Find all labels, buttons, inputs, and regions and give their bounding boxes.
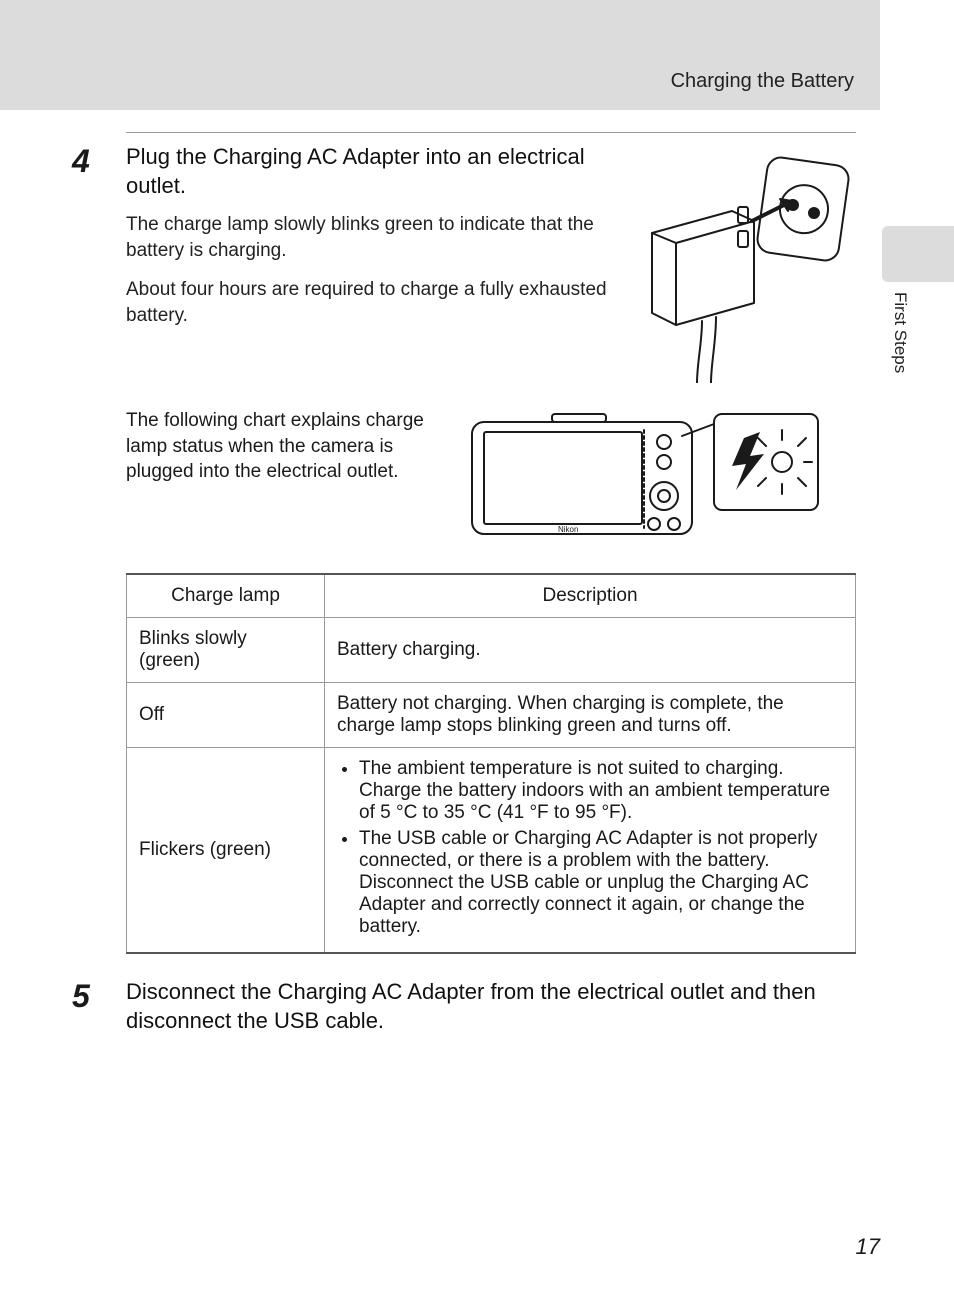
- table-row: Blinks slowly (green) Battery charging.: [127, 618, 856, 683]
- step-number: 5: [72, 978, 126, 1047]
- step-title: Plug the Charging AC Adapter into an ele…: [126, 143, 622, 200]
- table-row: Flickers (green) The ambient temperature…: [127, 748, 856, 954]
- list-item: The USB cable or Charging AC Adapter is …: [359, 828, 843, 938]
- table-header-row: Charge lamp Description: [127, 574, 856, 618]
- section-title: Charging the Battery: [671, 70, 854, 93]
- divider: [126, 132, 856, 133]
- step-para: The charge lamp slowly blinks green to i…: [126, 212, 622, 263]
- step-para: About four hours are required to charge …: [126, 277, 622, 328]
- table-cell: The ambient temperature is not suited to…: [325, 748, 856, 954]
- svg-text:Nikon: Nikon: [558, 525, 578, 534]
- page-number: 17: [856, 1234, 880, 1260]
- step4-top-row: Plug the Charging AC Adapter into an ele…: [126, 143, 862, 388]
- camera-lamp-illustration: Nikon: [466, 408, 862, 553]
- page-content: 4 Plug the Charging AC Adapter into an e…: [72, 132, 862, 1047]
- step4-mid-row: The following chart explains charge lamp…: [126, 408, 862, 553]
- table-cell: Off: [127, 683, 325, 748]
- table-cell: Battery not charging. When charging is c…: [325, 683, 856, 748]
- step-5: 5 Disconnect the Charging AC Adapter fro…: [72, 978, 862, 1047]
- step-title: Disconnect the Charging AC Adapter from …: [126, 978, 862, 1035]
- side-tab-label: First Steps: [890, 292, 910, 373]
- step-para: The following chart explains charge lamp…: [126, 408, 446, 485]
- charge-lamp-table: Charge lamp Description Blinks slowly (g…: [126, 573, 856, 954]
- side-tab: [882, 226, 954, 282]
- step-4: 4 Plug the Charging AC Adapter into an e…: [72, 143, 862, 553]
- list-item: The ambient temperature is not suited to…: [359, 758, 843, 824]
- table-row: Off Battery not charging. When charging …: [127, 683, 856, 748]
- table-cell: Flickers (green): [127, 748, 325, 954]
- table-cell: Blinks slowly (green): [127, 618, 325, 683]
- adapter-outlet-illustration: [642, 143, 862, 388]
- table-header-cell: Description: [325, 574, 856, 618]
- table-header-cell: Charge lamp: [127, 574, 325, 618]
- step-number: 4: [72, 143, 126, 553]
- header-band: [0, 0, 880, 110]
- step-body: Plug the Charging AC Adapter into an ele…: [126, 143, 862, 553]
- table-cell: Battery charging.: [325, 618, 856, 683]
